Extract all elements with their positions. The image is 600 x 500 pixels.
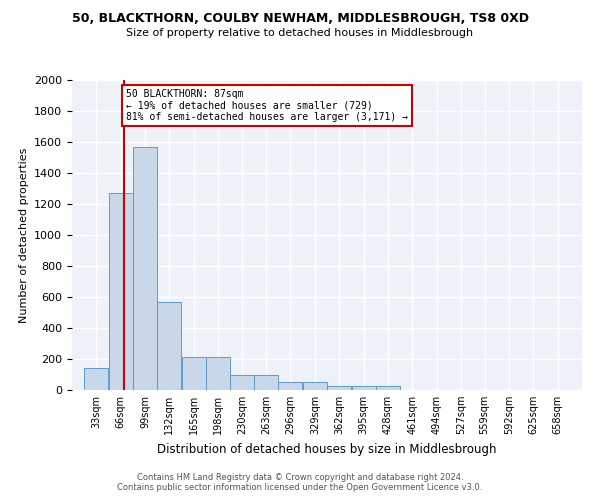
Bar [206, 356, 230, 390]
Bar [133, 146, 157, 390]
Bar [352, 386, 376, 390]
Y-axis label: Number of detached properties: Number of detached properties [19, 148, 29, 322]
Bar [327, 386, 351, 390]
Text: 50 BLACKTHORN: 87sqm
← 19% of detached houses are smaller (729)
81% of semi-deta: 50 BLACKTHORN: 87sqm ← 19% of detached h… [126, 90, 408, 122]
Bar [182, 356, 206, 390]
Text: Contains HM Land Registry data © Crown copyright and database right 2024.
Contai: Contains HM Land Registry data © Crown c… [118, 473, 482, 492]
Bar [303, 382, 327, 390]
Bar [109, 193, 133, 390]
Bar [254, 374, 278, 390]
X-axis label: Distribution of detached houses by size in Middlesbrough: Distribution of detached houses by size … [157, 442, 497, 456]
Bar [278, 382, 302, 390]
Bar [157, 302, 181, 390]
Text: Size of property relative to detached houses in Middlesbrough: Size of property relative to detached ho… [127, 28, 473, 38]
Bar [85, 368, 109, 390]
Bar [376, 386, 400, 390]
Text: 50, BLACKTHORN, COULBY NEWHAM, MIDDLESBROUGH, TS8 0XD: 50, BLACKTHORN, COULBY NEWHAM, MIDDLESBR… [71, 12, 529, 26]
Bar [230, 374, 254, 390]
